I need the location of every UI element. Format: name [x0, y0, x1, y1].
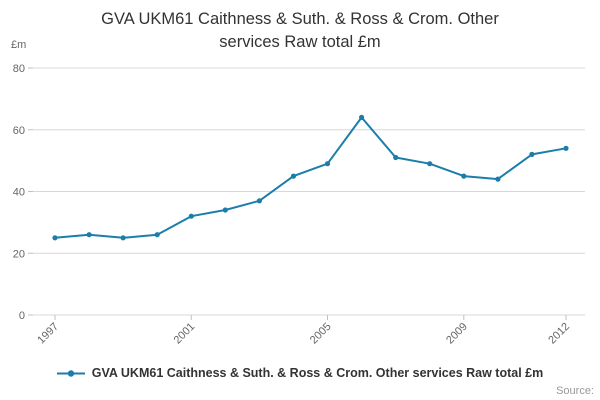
- data-point-marker: [563, 145, 569, 151]
- data-point-marker: [529, 151, 535, 157]
- data-point-marker: [86, 232, 92, 238]
- data-point-marker: [154, 232, 160, 238]
- chart-title: GVA UKM61 Caithness & Suth. & Ross & Cro…: [101, 10, 499, 52]
- y-tick-label: 80: [13, 63, 25, 75]
- line-chart: 0 20 40 60 80 1997 2001 2005 2009 2012: [13, 63, 585, 347]
- data-point-marker: [461, 173, 467, 179]
- x-tick-label: 2005: [308, 321, 334, 347]
- y-tick-label: 20: [13, 248, 25, 260]
- data-point-marker: [290, 173, 297, 179]
- x-tick-label: 1997: [35, 321, 61, 347]
- data-point-marker: [256, 198, 262, 204]
- data-point-marker: [52, 235, 58, 241]
- series-line: [54, 116, 567, 239]
- data-point-marker: [120, 235, 126, 241]
- legend-label: GVA UKM61 Caithness & Suth. & Ross & Cro…: [91, 366, 544, 380]
- source-label: Source:: [556, 385, 594, 397]
- data-point-marker: [359, 114, 365, 120]
- legend-line-icon: [56, 369, 85, 377]
- y-tick-label: 60: [13, 125, 25, 137]
- x-tick-label: 2012: [546, 321, 572, 347]
- x-tick-label: 2001: [172, 321, 198, 347]
- data-point-marker: [393, 154, 399, 161]
- data-point-marker: [324, 161, 331, 167]
- data-point-marker: [188, 213, 194, 219]
- y-tick-label: 0: [19, 310, 25, 322]
- data-point-marker: [427, 161, 433, 167]
- legend-item[interactable]: GVA UKM61 Caithness & Suth. & Ross & Cro…: [0, 366, 600, 380]
- data-point-marker: [495, 176, 501, 182]
- y-tick-label: 40: [13, 187, 25, 199]
- data-point-marker: [222, 207, 228, 213]
- y-axis-unit-label: £m: [11, 39, 27, 51]
- x-tick-label: 2009: [444, 321, 470, 347]
